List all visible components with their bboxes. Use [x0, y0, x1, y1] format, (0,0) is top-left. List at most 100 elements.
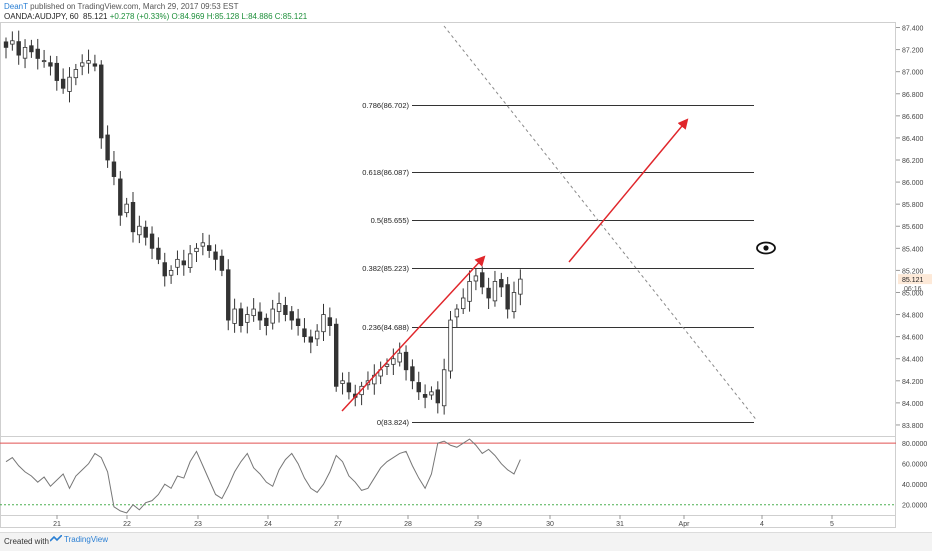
fib-level-label: 0(83.824): [377, 418, 410, 427]
candle-body: [257, 311, 263, 321]
last-price: 85.121: [83, 12, 108, 21]
low-value: L:84.886: [241, 12, 273, 21]
time-axis-label: 29: [474, 521, 482, 528]
candle-body: [397, 352, 402, 363]
candle-body: [422, 394, 428, 398]
candle-body: [73, 69, 79, 79]
price-axis-label: 86.600: [902, 114, 924, 121]
candle-body: [29, 45, 34, 53]
time-axis-label: 31: [616, 521, 624, 528]
price-axis-label: 85.800: [902, 202, 924, 209]
ohlc-legend: OANDA:AUDJPY, 60 85.121 +0.278 (+0.33%) …: [4, 12, 307, 22]
price-axis-label: 85.600: [902, 224, 924, 231]
rsi-axis-label: 20.0000: [902, 503, 927, 510]
rsi-line: [5, 438, 521, 514]
price-axis-label: 84.800: [902, 313, 924, 320]
candle-body: [194, 247, 199, 253]
candle-body: [206, 245, 212, 251]
candle-body: [16, 41, 21, 56]
candle-body: [251, 308, 256, 317]
footer-bar: Created with TradingView: [0, 532, 932, 551]
candle-body: [86, 60, 91, 64]
price-axis-label: 84.200: [902, 379, 924, 386]
candle-body: [499, 279, 504, 288]
candle-body: [492, 281, 498, 302]
price-axis-label: 87.400: [902, 26, 924, 33]
price-axis-label: 85.000: [902, 290, 924, 297]
time-axis-label: 4: [760, 521, 764, 528]
candle-body: [460, 297, 466, 310]
candle-body: [346, 382, 352, 393]
candle-body: [111, 161, 117, 177]
fib-level-label: 0.236(84.688): [362, 323, 409, 332]
dashed-trendline: [443, 25, 757, 420]
countdown-label: 06:16: [904, 286, 922, 293]
candle-body: [10, 40, 15, 45]
price-axis-label: 86.800: [902, 92, 924, 99]
open-value: O:84.969: [171, 12, 205, 21]
candle-body: [130, 202, 136, 233]
candle-body: [384, 363, 390, 367]
candle-body: [41, 60, 47, 63]
current-price-tag: [898, 274, 932, 285]
candle-body: [80, 62, 85, 67]
price-axis-label: 84.600: [902, 335, 924, 342]
time-axis-label: 30: [546, 521, 554, 528]
time-axis-label: 24: [264, 521, 272, 528]
author-name[interactable]: DeanT: [4, 2, 28, 11]
candle-body: [429, 391, 434, 396]
candle-body: [302, 328, 307, 338]
candle-body: [238, 308, 244, 327]
candle-body: [289, 311, 294, 321]
candle-body: [118, 178, 123, 216]
candle-body: [54, 62, 59, 81]
time-axis-label: 5: [830, 521, 834, 528]
candle-body: [327, 317, 333, 327]
eye-icon[interactable]: [756, 241, 776, 255]
time-axis-label: 28: [404, 521, 412, 528]
fib-level-label: 0.786(86.702): [362, 101, 409, 110]
price-axis-label: 87.000: [902, 70, 924, 77]
time-axis-label: 21: [53, 521, 61, 528]
price-axis-label: 84.000: [902, 401, 924, 408]
candle-body: [435, 389, 440, 404]
candle-body: [92, 63, 98, 67]
candle-body: [340, 380, 345, 384]
price-axis-label: 85.200: [902, 268, 924, 275]
rsi-axis-label: 80.0000: [902, 441, 927, 448]
tradingview-link[interactable]: TradingView: [50, 535, 108, 544]
close-value: C:85.121: [274, 12, 308, 21]
candle-body: [270, 308, 275, 324]
candle-body: [314, 330, 320, 340]
projection-arrow-1: [341, 255, 486, 412]
candle-body: [321, 314, 326, 333]
candle-body: [156, 247, 161, 260]
candle-body: [441, 369, 447, 407]
candle-body: [22, 46, 28, 59]
candle-body: [467, 281, 472, 302]
candle-body: [3, 41, 9, 48]
candle-body: [181, 260, 186, 266]
chart-attribution: DeanT published on TradingView.com, Marc…: [4, 2, 239, 12]
candle-body: [264, 317, 269, 326]
candle-body: [486, 287, 491, 299]
price-axis-label: 86.400: [902, 136, 924, 143]
candle-body: [219, 255, 225, 271]
candle-body: [448, 319, 453, 372]
candle-body: [454, 308, 460, 318]
chart-frame: [0, 22, 896, 528]
fib-level-label: 0.618(86.087): [362, 168, 409, 177]
symbol-label: OANDA:AUDJPY, 60: [4, 12, 79, 21]
candle-body: [391, 358, 396, 365]
candle-body: [137, 225, 142, 236]
candle-body: [511, 292, 517, 313]
time-axis-label: 23: [194, 521, 202, 528]
price-axis-label: 85.400: [902, 246, 924, 253]
price-axis-label: 84.400: [902, 357, 924, 364]
candle-body: [245, 314, 250, 323]
candle-body: [518, 278, 523, 295]
candle-body: [226, 269, 231, 321]
price-chart[interactable]: 87.400 87.200 87.000 86.800 86.600 86.400 86.2…: [0, 0, 932, 532]
rsi-axis-label: 60.0000: [902, 462, 927, 469]
candle-body: [143, 226, 148, 238]
